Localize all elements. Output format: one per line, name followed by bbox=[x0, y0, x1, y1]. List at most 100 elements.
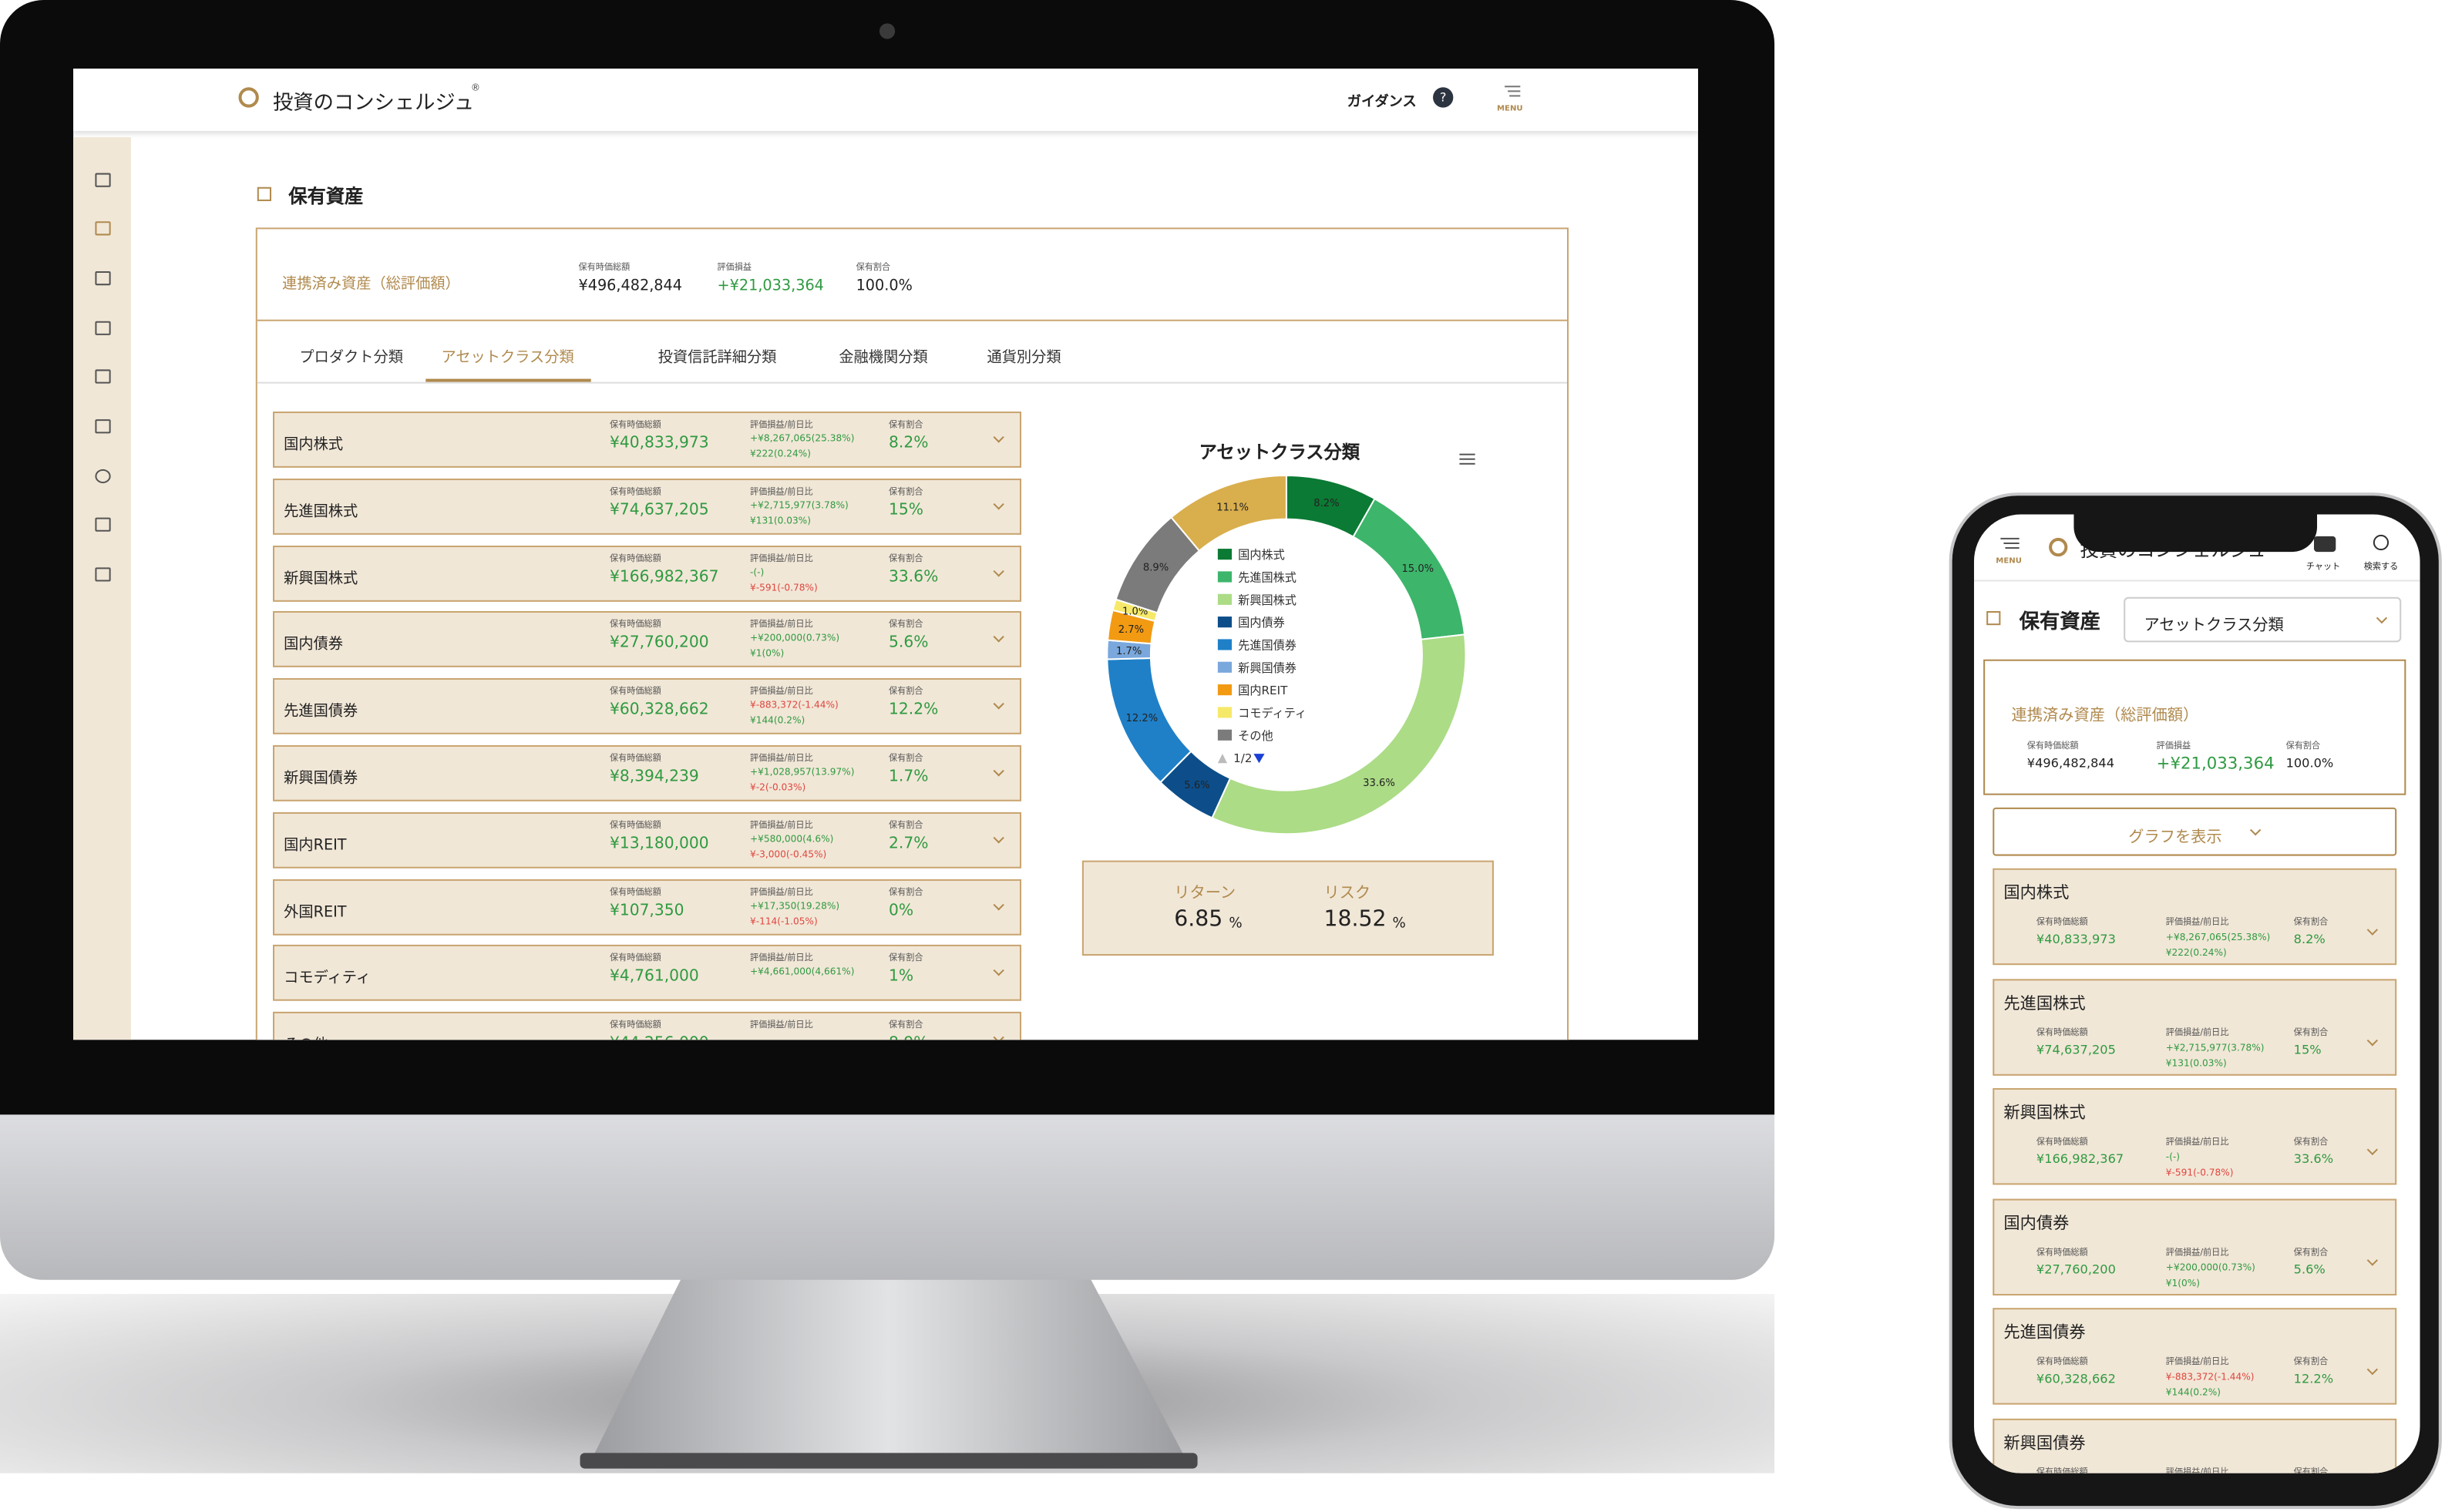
asset-row[interactable]: 国内債券 保有時価総額 評価損益/前日比 保有割合 ¥27,760,200 +¥200,0… bbox=[273, 611, 1021, 668]
summary-field-label: 保有時価総額 bbox=[2026, 741, 2079, 752]
guidance-link[interactable]: ガイダンス bbox=[1347, 95, 1417, 111]
menu-label[interactable]: MENU bbox=[1496, 104, 1523, 114]
expand-chevron[interactable] bbox=[2366, 1363, 2378, 1376]
expand-chevron[interactable] bbox=[2366, 924, 2378, 936]
asset-row[interactable]: 新興国債券保有時価総額評価損益/前日比保有割合¥8,394,239+¥1,028… bbox=[1993, 1417, 2397, 1473]
field-label: 保有時価総額 bbox=[2036, 1248, 2088, 1258]
expand-chevron[interactable] bbox=[993, 765, 1004, 777]
expand-chevron[interactable] bbox=[993, 432, 1004, 443]
chart-menu-line[interactable] bbox=[1459, 458, 1475, 461]
sidebar-icon[interactable] bbox=[95, 270, 111, 286]
summary-field-value: 100.0% bbox=[856, 277, 913, 295]
field-label: 評価損益/前日比 bbox=[750, 487, 813, 497]
data-label: 33.6% bbox=[1363, 778, 1395, 789]
phone-screen: MENU投資のコンシェルジュチャット検索する保有資産アセットクラス分類連携済み資… bbox=[1973, 514, 2420, 1473]
asset-row[interactable]: 先進国株式 保有時価総額 評価損益/前日比 保有割合 ¥74,637,205 +¥2,71… bbox=[1993, 978, 2397, 1075]
sidebar-icon[interactable] bbox=[95, 419, 111, 434]
expand-chevron[interactable] bbox=[993, 698, 1004, 710]
donut-chart: 8.2% 15.0% 33.6% 5.6% 12.2% 1.7% 2.7% 1.0% 8.9% 1… bbox=[1106, 474, 1467, 835]
share: 33.6% bbox=[2293, 1151, 2334, 1167]
expand-chevron[interactable] bbox=[993, 1032, 1004, 1040]
field-label: 保有割合 bbox=[889, 687, 923, 697]
search-icon[interactable] bbox=[2373, 534, 2390, 551]
sidebar-icon[interactable] bbox=[95, 369, 111, 384]
menu-icon-line[interactable] bbox=[2005, 547, 2020, 549]
data-label: 2.7% bbox=[1118, 624, 1144, 636]
asset-row[interactable]: 新興国株式 保有時価総額 評価損益/前日比 保有割合 ¥166,982,367 -(-) ¥… bbox=[273, 545, 1021, 602]
expand-chevron[interactable] bbox=[993, 899, 1004, 910]
chat-label[interactable]: チャット bbox=[2305, 563, 2341, 573]
expand-chevron[interactable] bbox=[993, 965, 1004, 977]
field-label: 評価損益/前日比 bbox=[2165, 1137, 2229, 1147]
asset-row[interactable]: 国内株式 保有時価総額 評価損益/前日比 保有割合 ¥40,833,973 +¥8,267… bbox=[1993, 868, 2397, 966]
asset-row[interactable]: 国内REIT 保有時価総額 評価損益/前日比 保有割合 ¥13,180,000 +¥580… bbox=[273, 811, 1021, 869]
summary-field-label: 評価損益 bbox=[2156, 741, 2191, 752]
field-label: 評価損益/前日比 bbox=[750, 888, 813, 898]
profit-loss: ¥-883,372(-1.44%) bbox=[750, 700, 839, 711]
asset-name: 国内株式 bbox=[2003, 883, 2070, 903]
monitor-camera bbox=[879, 23, 896, 39]
asset-row[interactable]: その他 保有時価総額 評価損益/前日比 保有割合 ¥44,256,000 8.9% bbox=[273, 1012, 1021, 1040]
expand-chevron[interactable] bbox=[993, 631, 1004, 643]
profit-loss: +¥580,000(4.6%) bbox=[750, 833, 834, 845]
summary-label: 連携済み資産（総評価額） bbox=[282, 276, 460, 294]
show-graph-button[interactable]: グラフを表示 bbox=[1993, 807, 2397, 856]
asset-row[interactable]: 先進国株式 保有時価総額 評価損益/前日比 保有割合 ¥74,637,205 +¥2,71… bbox=[273, 478, 1021, 535]
menu-icon-line[interactable] bbox=[2003, 542, 2020, 545]
tab[interactable]: アセットクラス分類 bbox=[441, 349, 574, 367]
field-label: 保有時価総額 bbox=[609, 1021, 661, 1031]
asset-row[interactable]: 外国REIT 保有時価総額 評価損益/前日比 保有割合 ¥107,350 +¥17,350… bbox=[273, 879, 1021, 935]
expand-chevron[interactable] bbox=[2366, 1144, 2378, 1156]
chart-menu-line[interactable] bbox=[1459, 462, 1475, 465]
tab[interactable]: プロダクト分類 bbox=[299, 349, 403, 367]
tab[interactable]: 投資信託詳細分類 bbox=[657, 349, 777, 367]
field-label: 保有時価総額 bbox=[609, 421, 661, 431]
asset-row[interactable]: 先進国債券 保有時価総額 評価損益/前日比 保有割合 ¥60,328,662 ¥-883,… bbox=[1993, 1308, 2397, 1405]
field-label: 保有割合 bbox=[2293, 1028, 2329, 1038]
share: 5.6% bbox=[889, 635, 929, 653]
daily-change: ¥131(0.03%) bbox=[2165, 1057, 2227, 1069]
daily-change: ¥-2(-0.03%) bbox=[750, 782, 806, 794]
asset-row[interactable]: 国内株式 保有時価総額 評価損益/前日比 保有割合 ¥40,833,973 +¥8,267… bbox=[273, 412, 1021, 468]
metric-unit: % bbox=[1392, 916, 1406, 932]
share: 8.2% bbox=[2293, 932, 2326, 946]
sidebar-icon[interactable] bbox=[95, 173, 111, 187]
asset-row[interactable]: 先進国債券 保有時価総額 評価損益/前日比 保有割合 ¥60,328,662 ¥-883,… bbox=[273, 678, 1021, 735]
asset-row[interactable]: コモディティ 保有時価総額 評価損益/前日比 保有割合 ¥4,761,000 +¥4,66… bbox=[273, 945, 1021, 1002]
asset-row[interactable]: 新興国株式 保有時価総額 評価損益/前日比 保有割合 ¥166,982,367 -(-) ¥… bbox=[1993, 1087, 2397, 1185]
expand-chevron[interactable] bbox=[2366, 1254, 2378, 1265]
metric-unit: % bbox=[1229, 916, 1243, 932]
menu-icon-line[interactable] bbox=[2000, 537, 2020, 540]
help-icon[interactable]: ? bbox=[1433, 87, 1454, 108]
tab[interactable]: 通貨別分類 bbox=[987, 349, 1061, 367]
share: 12.2% bbox=[2293, 1372, 2334, 1386]
field-label: 保有割合 bbox=[889, 620, 923, 631]
asset-name: 先進国債券 bbox=[284, 703, 358, 721]
data-label: 5.6% bbox=[1184, 780, 1209, 791]
menu-label[interactable]: MENU bbox=[1996, 556, 2022, 566]
field-label: 評価損益/前日比 bbox=[750, 687, 813, 697]
sidebar-icon[interactable] bbox=[95, 321, 111, 335]
field-label: 評価損益/前日比 bbox=[750, 821, 813, 831]
asset-row[interactable]: 新興国債券保有時価総額評価損益/前日比保有割合¥8,394,239+¥1,028… bbox=[273, 744, 1021, 801]
chat-icon[interactable] bbox=[2313, 536, 2336, 553]
search-label[interactable]: 検索する bbox=[2363, 563, 2399, 573]
expand-chevron[interactable] bbox=[2366, 1034, 2378, 1046]
field-label: 保有割合 bbox=[889, 821, 923, 831]
expand-chevron[interactable] bbox=[993, 832, 1004, 844]
sidebar-icon[interactable] bbox=[95, 517, 111, 532]
legend-page: 1/2 bbox=[1233, 751, 1252, 765]
summary-field-label: 保有時価総額 bbox=[578, 263, 631, 274]
tab[interactable]: 金融機関分類 bbox=[839, 349, 928, 367]
sidebar-icon[interactable] bbox=[95, 469, 111, 484]
field-label: 評価損益/前日比 bbox=[750, 1021, 813, 1031]
asset-row[interactable]: 国内債券 保有時価総額 評価損益/前日比 保有割合 ¥27,760,200 +¥200,0… bbox=[1993, 1198, 2397, 1295]
asset-name: 国内株式 bbox=[284, 436, 344, 454]
chart-menu-line[interactable] bbox=[1459, 453, 1475, 456]
category-select[interactable]: アセットクラス分類 bbox=[2124, 596, 2402, 643]
expand-chevron[interactable] bbox=[993, 565, 1004, 576]
sidebar-icon[interactable] bbox=[95, 221, 111, 236]
sidebar-icon[interactable] bbox=[95, 567, 111, 582]
market-value: ¥74,637,205 bbox=[609, 501, 709, 519]
expand-chevron[interactable] bbox=[993, 498, 1004, 510]
